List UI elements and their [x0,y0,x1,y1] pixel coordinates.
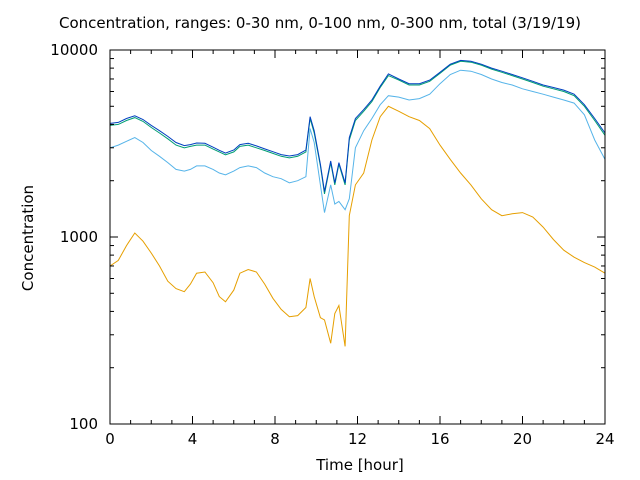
x-axis-label: Time [hour] [316,456,404,474]
x-tick-label: 24 [595,430,614,448]
x-tick-label: 20 [513,430,532,448]
y-tick-label: 10000 [50,41,98,59]
x-tick-label: 8 [270,430,280,448]
series-line-2 [109,69,606,213]
series-line-1 [109,105,606,347]
axes-layer: 0 4 8 12 16 20 24 100 1000 10000 [50,41,614,448]
y-tick-label: 1000 [60,228,98,246]
y-axis-label: Concentration [19,184,37,292]
x-tick-label: 12 [348,430,367,448]
plot-frame [109,49,606,425]
chart-title: Concentration, ranges: 0-30 nm, 0-100 nm… [59,14,581,32]
x-tick-label: 16 [430,430,449,448]
series-line-4 [109,59,606,192]
x-tick-label: 0 [105,430,115,448]
series-layer [109,59,606,347]
series-line-3 [109,60,606,194]
y-tick-label: 100 [69,415,98,433]
x-tick-label: 4 [188,430,198,448]
